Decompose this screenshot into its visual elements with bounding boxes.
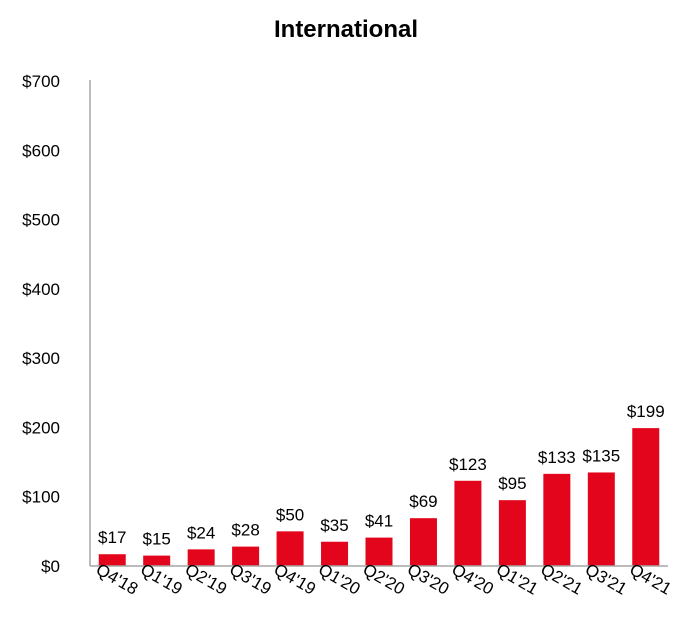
data-label: $17 xyxy=(98,528,126,547)
data-label: $199 xyxy=(627,402,665,421)
y-tick-label: $0 xyxy=(41,557,60,576)
bar xyxy=(321,541,349,566)
data-label: $41 xyxy=(365,512,393,531)
y-tick-label: $400 xyxy=(22,280,60,299)
x-axis: Q4'18Q1'19Q2'19Q3'19Q4'19Q1'20Q2'20Q3'20… xyxy=(90,560,675,599)
data-label: $133 xyxy=(538,448,576,467)
y-tick-label: $200 xyxy=(22,418,60,437)
bar xyxy=(98,554,126,566)
y-tick-label: $100 xyxy=(22,488,60,507)
bar xyxy=(587,472,615,566)
data-label: $15 xyxy=(143,530,171,549)
bars xyxy=(98,428,660,566)
y-tick-label: $300 xyxy=(22,349,60,368)
data-label: $123 xyxy=(449,455,487,474)
y-axis: $0 $100 $200 $300 $400 $500 $600 $700 xyxy=(22,72,91,576)
bar xyxy=(409,518,437,566)
data-label: $95 xyxy=(498,474,526,493)
data-label: $69 xyxy=(409,492,437,511)
y-tick-label: $600 xyxy=(22,141,60,160)
data-label: $28 xyxy=(231,521,259,540)
bar xyxy=(187,549,215,566)
y-tick-label: $500 xyxy=(22,211,60,230)
bar xyxy=(365,537,393,566)
bar xyxy=(498,500,526,566)
y-tick-label: $700 xyxy=(22,72,60,91)
data-label: $35 xyxy=(320,516,348,535)
chart-title: International xyxy=(273,16,418,43)
data-label: $24 xyxy=(187,523,215,542)
bar xyxy=(632,428,660,566)
data-label: $50 xyxy=(276,505,304,524)
bar xyxy=(232,546,260,566)
bar xyxy=(276,531,304,566)
data-label: $135 xyxy=(582,446,620,465)
bar xyxy=(143,555,171,566)
bar xyxy=(454,480,482,566)
bar xyxy=(543,473,571,566)
data-labels: $17 $15 $24 $28 $50 $35 $41 $69 $123 $95 $133 $135 $… xyxy=(98,402,665,548)
